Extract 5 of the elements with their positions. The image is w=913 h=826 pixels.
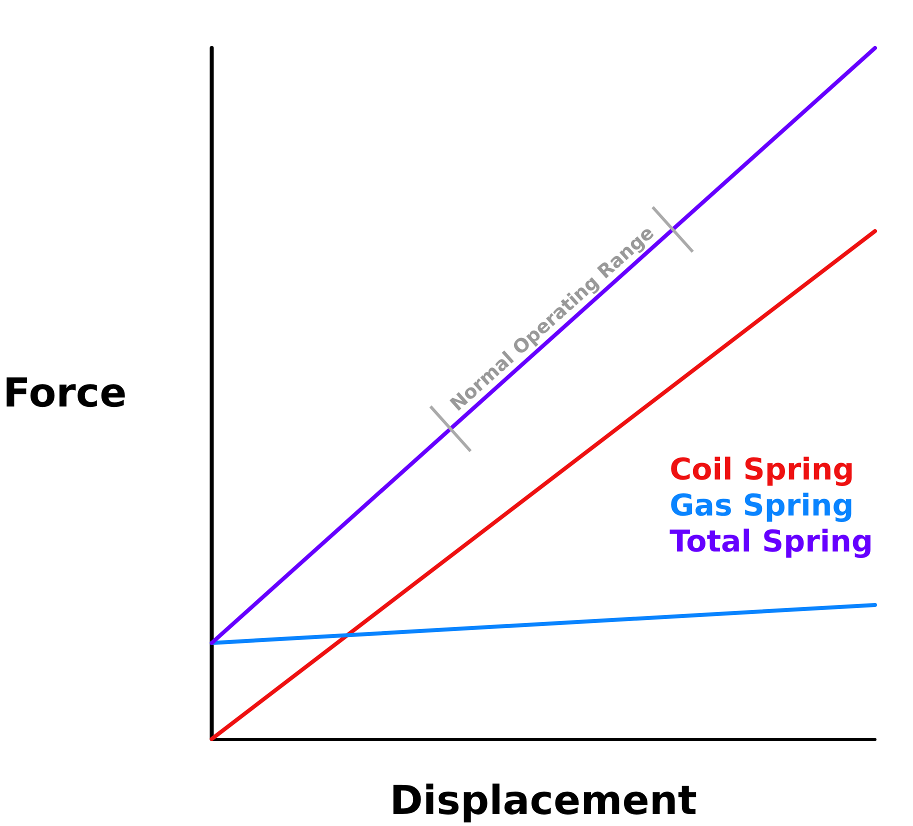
series-label: Coil Spring: [670, 452, 854, 488]
text: Gas Spring: [670, 488, 854, 524]
x-axis-title: Displacement: [390, 778, 698, 824]
text: Total Spring: [670, 524, 874, 560]
y-axis-title: Force: [3, 370, 127, 416]
